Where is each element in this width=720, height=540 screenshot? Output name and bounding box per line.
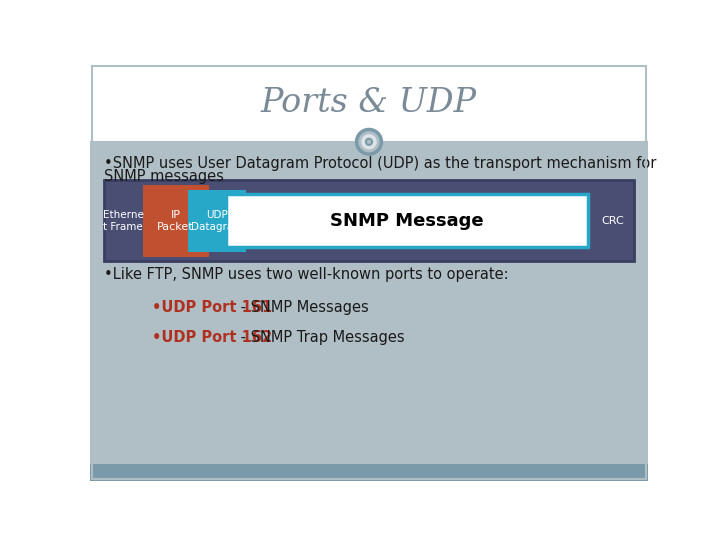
Text: •Like FTP, SNMP uses two well-known ports to operate:: •Like FTP, SNMP uses two well-known port…	[104, 267, 508, 281]
Bar	[143, 185, 209, 256]
Bar	[90, 65, 648, 142]
Text: SNMP messages: SNMP messages	[104, 168, 224, 184]
Circle shape	[361, 134, 377, 150]
Text: IP
Packet: IP Packet	[158, 210, 194, 232]
Text: •UDP Port 162: •UDP Port 162	[152, 330, 272, 346]
Bar	[104, 180, 634, 261]
Text: - SNMP Trap Messages: - SNMP Trap Messages	[235, 330, 405, 346]
Text: •SNMP uses User Datagram Protocol (UDP) as the transport mechanism for: •SNMP uses User Datagram Protocol (UDP) …	[104, 156, 657, 171]
Text: UDP
Datagram: UDP Datagram	[191, 210, 243, 232]
Bar	[188, 190, 246, 252]
Text: CRC: CRC	[601, 215, 624, 226]
Text: •UDP Port 161: •UDP Port 161	[152, 300, 272, 315]
Bar	[90, 464, 648, 481]
Bar	[90, 142, 648, 464]
Circle shape	[356, 130, 382, 154]
Text: Etherne
t Frame: Etherne t Frame	[103, 210, 144, 232]
Text: Ports & UDP: Ports & UDP	[261, 87, 477, 119]
Circle shape	[366, 139, 372, 145]
Text: - SNMP Messages: - SNMP Messages	[235, 300, 369, 315]
Text: SNMP Message: SNMP Message	[330, 212, 484, 230]
Bar	[226, 194, 588, 247]
